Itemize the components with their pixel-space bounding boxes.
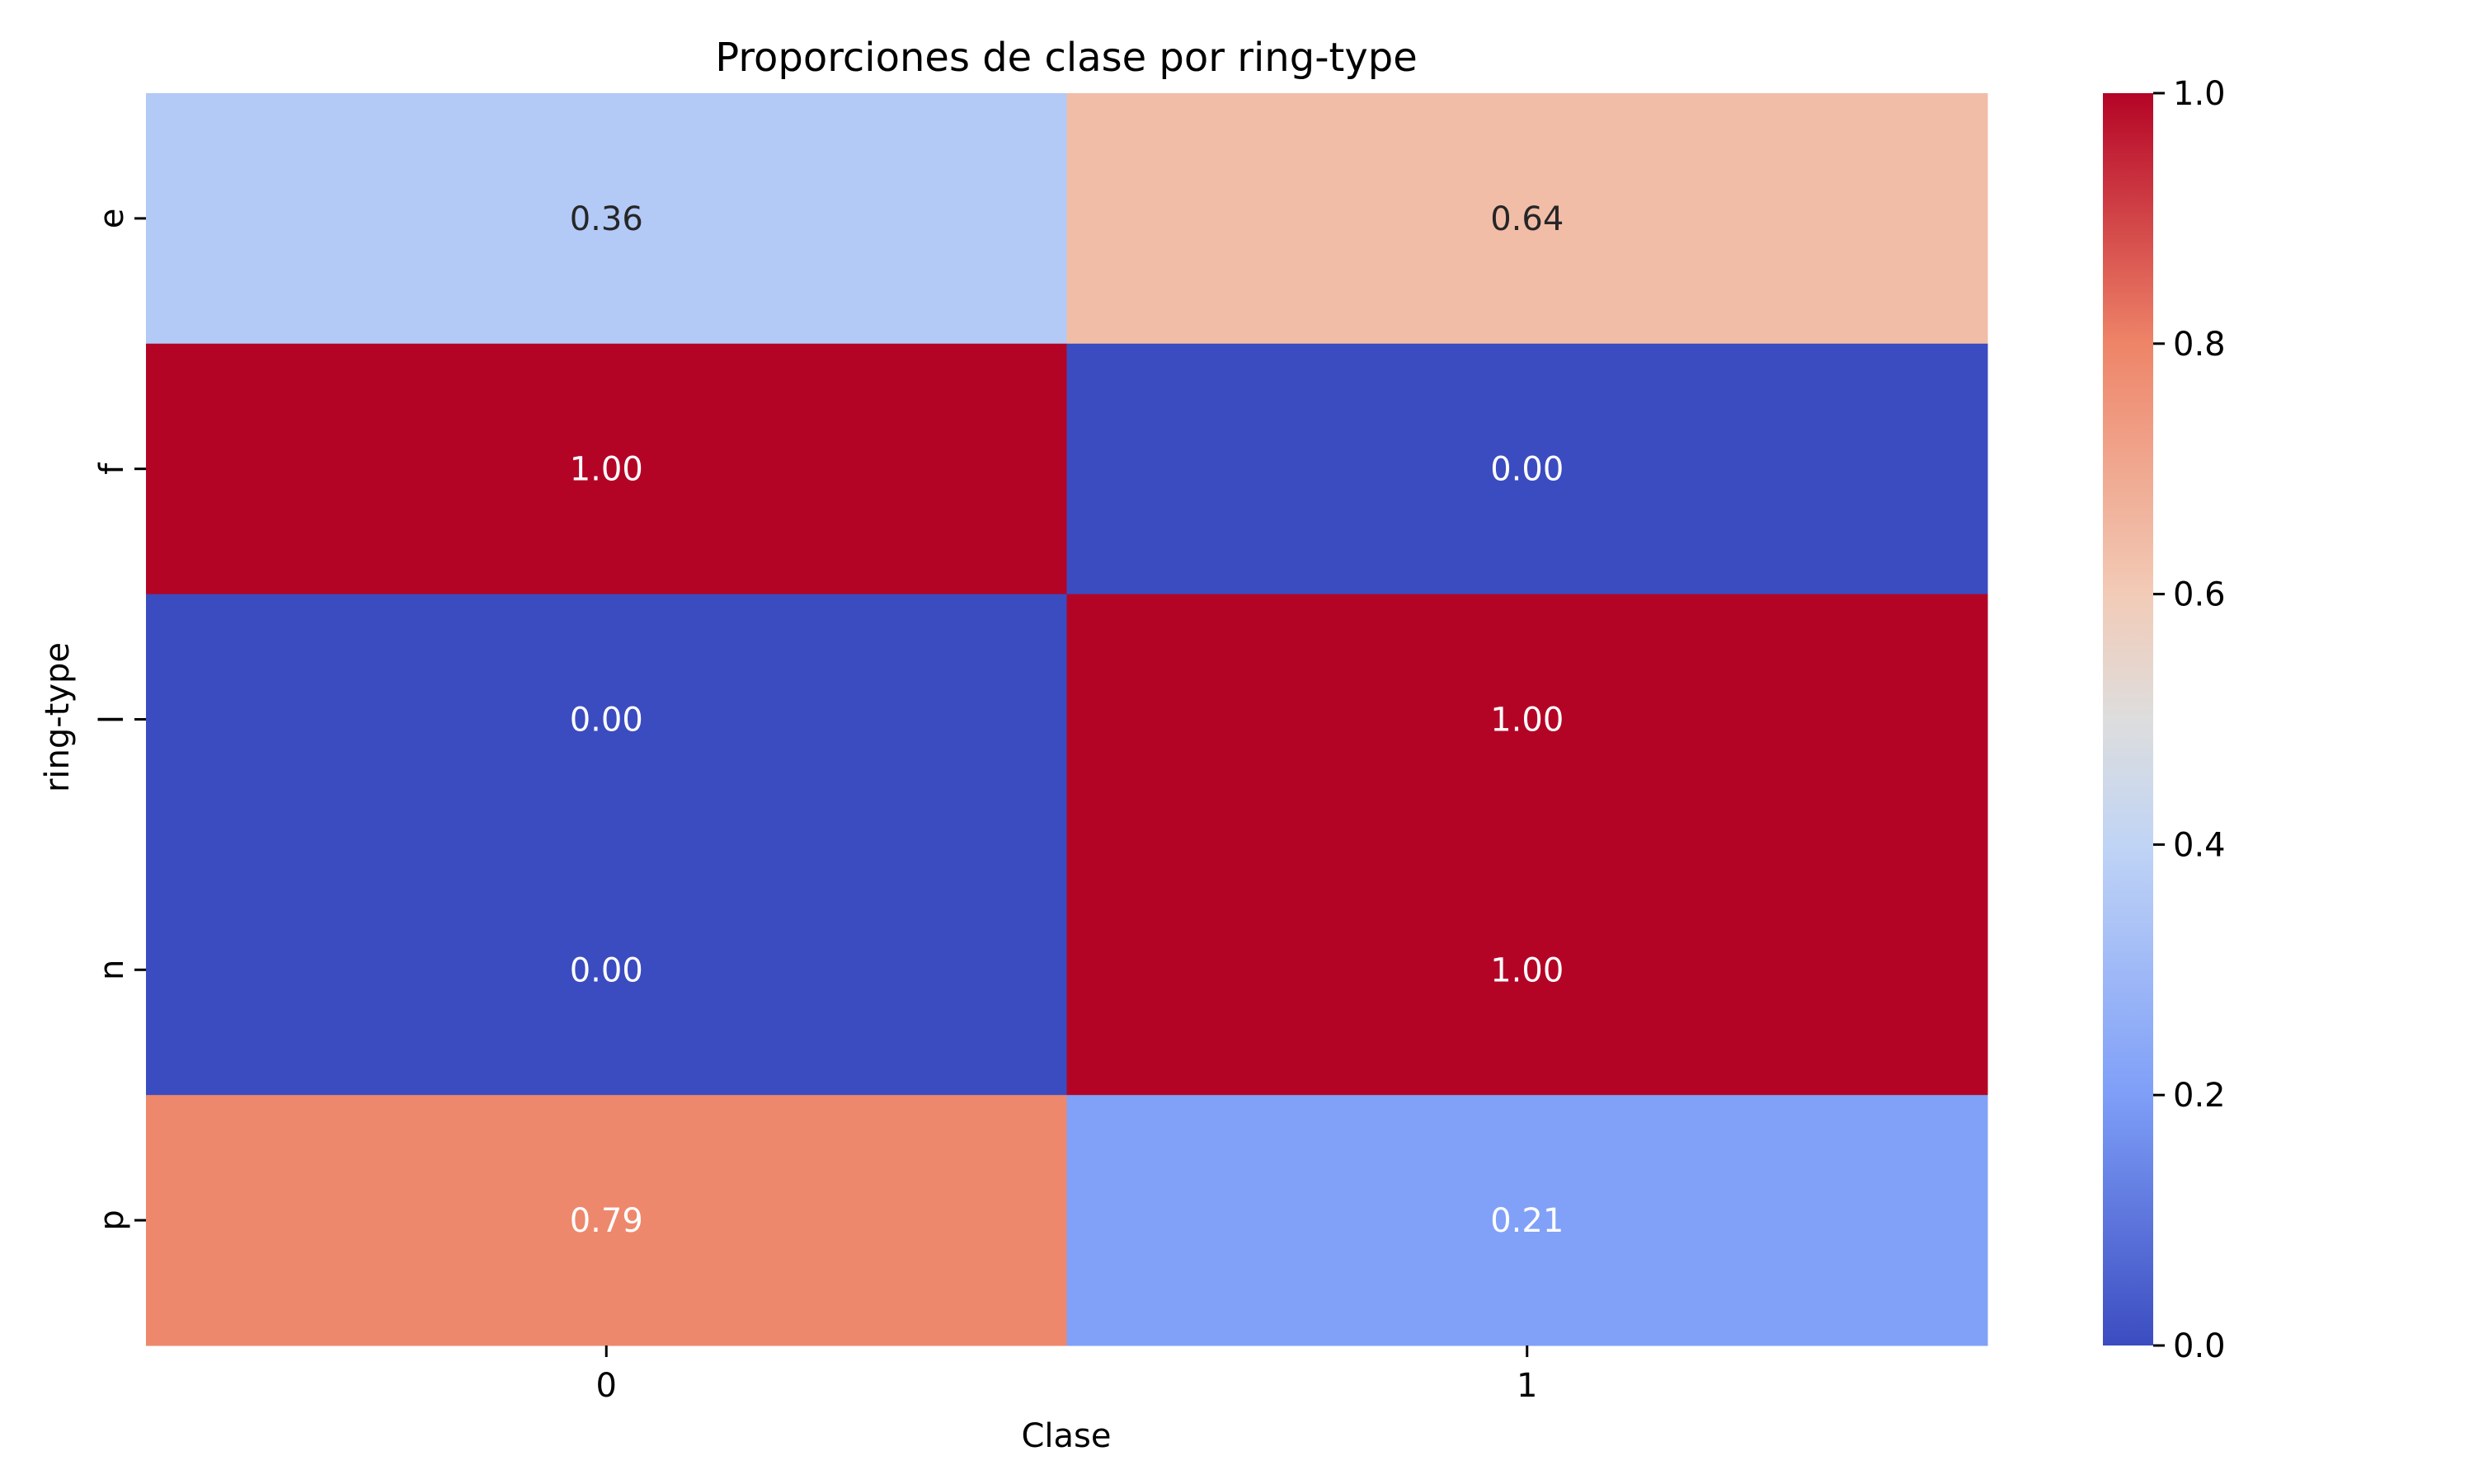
heatmap-cell	[146, 1095, 1067, 1346]
heatmap-cell	[146, 594, 1067, 845]
heatmap-cell	[1066, 594, 1988, 845]
cell-value-label: 0.36	[570, 200, 643, 238]
y-tick-label: n	[93, 960, 131, 980]
y-tick-label: f	[93, 463, 131, 475]
heatmap-cells	[146, 93, 1988, 1346]
cell-value-label: 1.00	[1490, 702, 1564, 740]
y-tick-label: l	[93, 715, 131, 724]
cell-value-label: 1.00	[1490, 951, 1564, 989]
colorbar-tick-label: 0.4	[2173, 826, 2226, 864]
y-axis-ticks: e f l n p	[93, 209, 146, 1231]
colorbar-tick-label: 0.0	[2173, 1327, 2226, 1365]
colorbar-tick-label: 1.0	[2173, 75, 2226, 113]
x-tick-label: 0	[596, 1367, 617, 1405]
cell-value-label: 0.64	[1490, 200, 1564, 238]
y-tick-label: p	[93, 1209, 131, 1230]
heatmap-cell	[146, 93, 1067, 345]
y-axis-label: ring-type	[39, 642, 77, 792]
heatmap-cell	[1066, 844, 1988, 1096]
heatmap-cell-labels: 0.36 0.64 1.00 0.00 0.00 1.00 0.00 1.00 0.79 0.21	[570, 200, 1564, 1240]
cell-value-label: 0.21	[1490, 1202, 1564, 1240]
y-tick-label: e	[93, 209, 131, 229]
heatmap-cell	[1066, 93, 1988, 345]
colorbar-tick-label: 0.6	[2173, 576, 2226, 614]
cell-value-label: 0.00	[570, 951, 643, 989]
heatmap-cell	[146, 343, 1067, 595]
colorbar-tick-label: 0.8	[2173, 326, 2226, 364]
cell-value-label: 1.00	[570, 451, 643, 489]
cell-value-label: 0.79	[570, 1202, 643, 1240]
colorbar-ticks: 0.0 0.2 0.4 0.6 0.8 1.0	[2153, 75, 2226, 1365]
colorbar	[2103, 93, 2153, 1345]
cell-value-label: 0.00	[1490, 451, 1564, 489]
x-axis-label: Clase	[1021, 1417, 1111, 1455]
colorbar-tick-label: 0.2	[2173, 1077, 2226, 1115]
heatmap-cell	[1066, 1095, 1988, 1346]
heatmap-cell	[146, 844, 1067, 1096]
heatmap-cell	[1066, 343, 1988, 595]
x-tick-label: 1	[1517, 1367, 1537, 1405]
cell-value-label: 0.00	[570, 702, 643, 740]
chart-title: Proporciones de clase por ring-type	[715, 35, 1418, 81]
